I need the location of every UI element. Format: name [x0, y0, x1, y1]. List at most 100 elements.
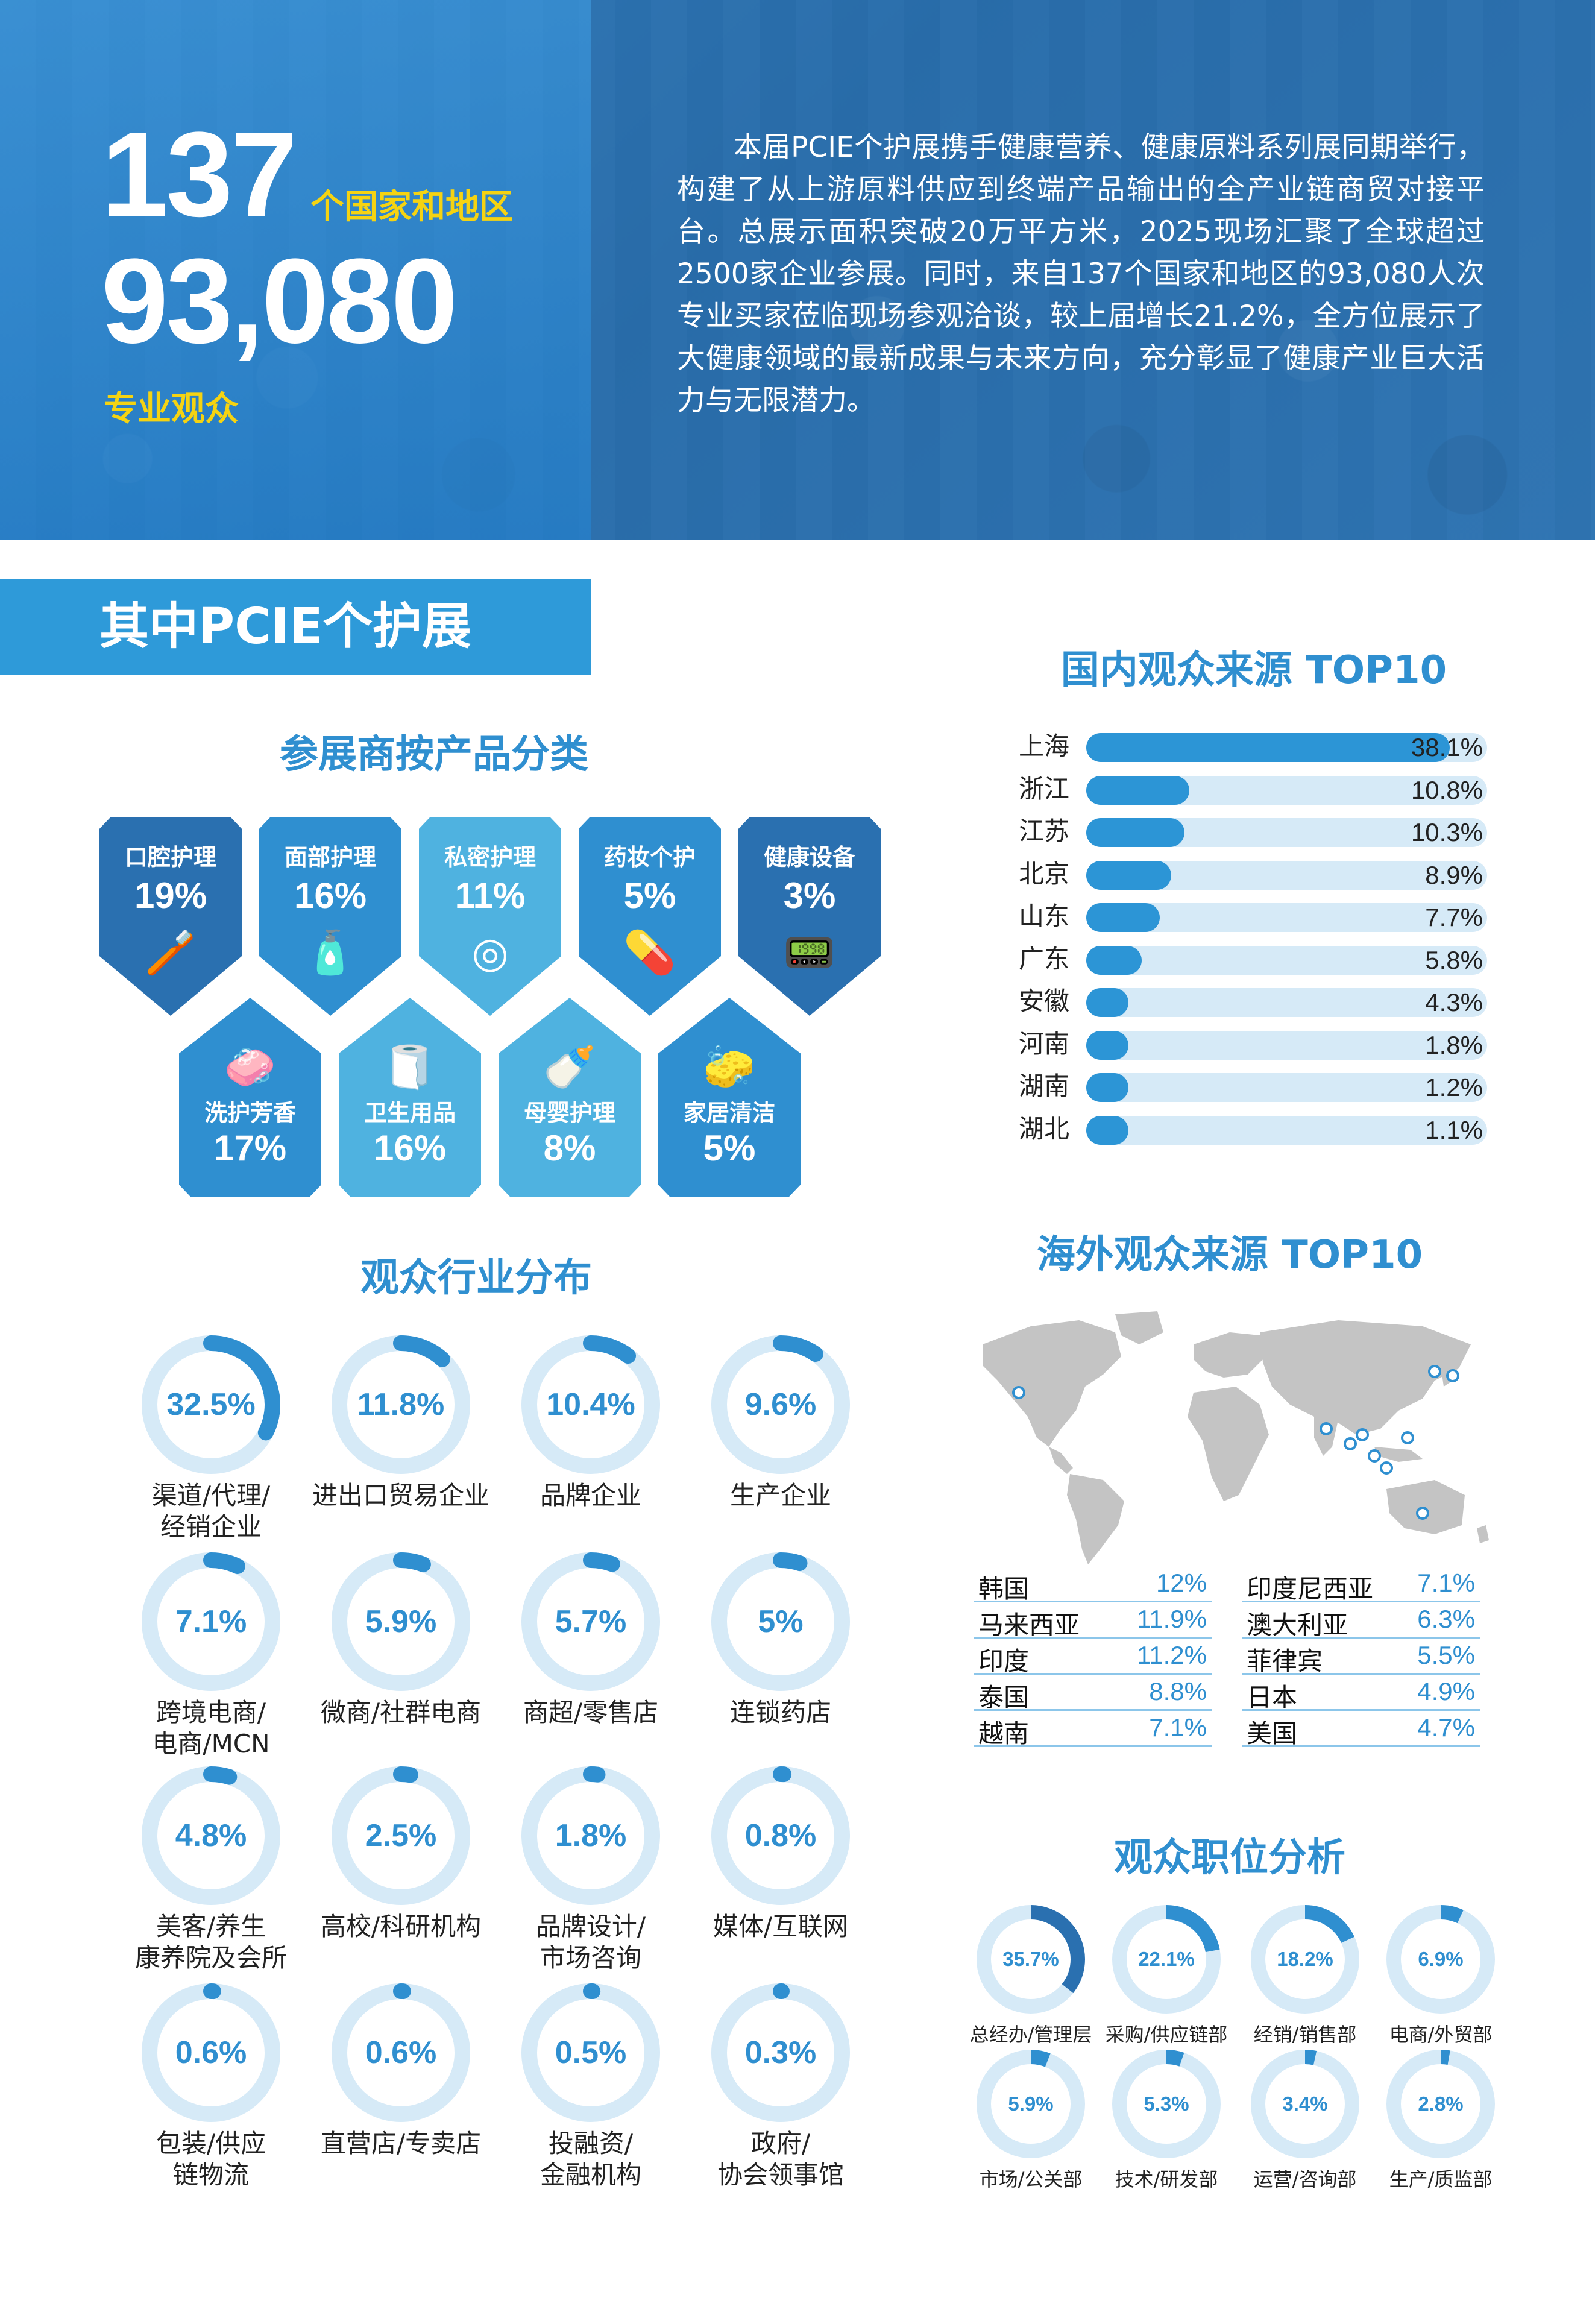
industry-donut: 1.8% 品牌设计/ 市场咨询	[521, 1766, 660, 1973]
bar-value: 7.7%	[1425, 903, 1483, 931]
donut-label: 生产/质监部	[1389, 2168, 1493, 2191]
donut-arc	[977, 2050, 1085, 2158]
industry-donut: 4.8% 美客/养生 康养院及会所	[135, 1766, 287, 1973]
industry-donut: 2.5% 高校/科研机构	[321, 1766, 481, 1941]
industry-title: 观众行业分布	[360, 1256, 592, 1300]
visitors-label: 专业观众	[104, 389, 239, 429]
overseas-row: 马来西亚 11.9%	[974, 1602, 1212, 1640]
bar-fill	[1086, 903, 1160, 932]
country-name: 泰国	[978, 1683, 1030, 1712]
donut-label: 媒体/互联网	[713, 1912, 849, 1941]
donut-arc	[521, 1983, 660, 2122]
position-donut: 22.1% 采购/供应链部	[1106, 1905, 1227, 2046]
marker-india	[1320, 1422, 1333, 1435]
category-6: 洗护芳香 17% 🧼	[179, 998, 321, 1197]
marker-malaysia	[1368, 1449, 1381, 1463]
country-value: 4.7%	[1417, 1713, 1475, 1742]
hero-banner: 137 个国家和地区 93,080 专业观众 本届PCIE个护展携手健康营养、健…	[0, 0, 1595, 540]
category-2: 面部护理 16% 🧴	[259, 817, 401, 1016]
category-label: 药妆个护	[603, 844, 696, 871]
country-value: 7.1%	[1149, 1713, 1207, 1742]
industry-donut: 0.6% 包装/供应 链物流	[142, 1983, 280, 2190]
hero-text-panel	[591, 0, 1595, 540]
donut-value: 4.8%	[175, 1818, 247, 1853]
bar-track	[1086, 945, 1487, 975]
donut-arc	[142, 1335, 280, 1474]
donut-label: 美客/养生 康养院及会所	[134, 1912, 287, 1973]
category-7: 卫生用品 16% 🧻	[339, 998, 481, 1197]
donut-arc	[711, 1766, 850, 1905]
position-donut: 2.8% 生产/质监部	[1386, 2050, 1495, 2191]
marker-korea	[1428, 1365, 1441, 1378]
countries-number: 137	[101, 107, 298, 242]
category-label: 母婴护理	[523, 1100, 615, 1126]
country-name: 印度	[978, 1646, 1030, 1676]
position-donut: 5.9% 市场/公关部	[977, 2050, 1085, 2191]
donut-label: 市场/公关部	[979, 2168, 1083, 2191]
donut-ring	[521, 1335, 660, 1474]
donut-ring	[142, 1766, 280, 1905]
bar-label: 河南	[1019, 1028, 1070, 1059]
donut-ring	[521, 1766, 660, 1905]
category-8: 母婴护理 8% 🍼	[499, 998, 641, 1197]
donut-ring	[1386, 1905, 1495, 2014]
category-label: 私密护理	[444, 844, 536, 871]
donut-value: 5%	[758, 1604, 804, 1639]
donut-ring	[332, 1335, 470, 1474]
donut-label: 生产企业	[729, 1481, 831, 1510]
overseas-row: 印度尼西亚 7.1%	[1242, 1566, 1480, 1604]
category-percent: 19%	[134, 875, 207, 916]
donut-arc	[711, 1335, 850, 1474]
industry-donut: 5.7% 商超/零售店	[521, 1552, 660, 1727]
bar-label: 浙江	[1019, 773, 1070, 804]
donut-value: 32.5%	[166, 1387, 256, 1422]
donut-label: 总经办/管理层	[969, 2023, 1092, 2046]
donut-ring	[977, 2050, 1085, 2158]
donut-value: 3.4%	[1282, 2093, 1328, 2115]
donut-ring	[1251, 2050, 1359, 2158]
donut-arc	[1112, 1905, 1221, 2014]
bar-row: 广东 5.8%	[1019, 943, 1489, 975]
donut-arc	[1112, 2050, 1221, 2158]
category-label: 口腔护理	[124, 844, 216, 871]
marker-thailand	[1344, 1437, 1357, 1450]
bar-track	[1086, 1073, 1487, 1102]
cream-jar-icon: 🧴	[304, 928, 357, 977]
donut-value: 35.7%	[1002, 1948, 1059, 1970]
position-donut: 18.2% 经销/销售部	[1251, 1905, 1359, 2046]
bar-value: 8.9%	[1425, 860, 1483, 889]
donut-label: 运营/咨询部	[1253, 2168, 1357, 2191]
donut-arc	[711, 1552, 850, 1691]
donut-label: 渠道/代理/ 经销企业	[151, 1481, 271, 1541]
donut-arc	[1386, 1905, 1495, 2014]
donut-arc	[521, 1335, 660, 1474]
donut-arc	[142, 1552, 280, 1691]
donut-value: 0.6%	[175, 2035, 247, 2070]
marker-indonesia	[1380, 1461, 1393, 1475]
overseas-title: 海外观众来源 TOP10	[1036, 1233, 1423, 1277]
donut-arc	[332, 1983, 470, 2122]
world-map	[983, 1311, 1489, 1564]
bar-label: 山东	[1019, 901, 1070, 931]
bar-row: 湖北 1.1%	[1019, 1113, 1489, 1145]
category-label: 健康设备	[763, 844, 855, 871]
donut-label: 商超/零售店	[523, 1698, 659, 1727]
hero-description: 本届PCIE个护展携手健康营养、健康原料系列展同期举行，构建了从上游原料供应到终…	[677, 131, 1485, 417]
country-value: 4.9%	[1417, 1677, 1475, 1705]
pad-icon: ◎	[471, 928, 509, 977]
capsule-icon: 💊	[623, 928, 676, 977]
bar-fill	[1086, 1030, 1128, 1060]
donut-arc	[521, 1766, 660, 1905]
bar-label: 江苏	[1019, 816, 1070, 846]
donut-value: 5.9%	[1008, 2093, 1054, 2115]
donut-arc	[1251, 1905, 1359, 2014]
bar-fill	[1086, 945, 1142, 975]
donut-value: 22.1%	[1138, 1948, 1195, 1970]
donut-value: 5.7%	[555, 1604, 627, 1639]
bar-label: 安徽	[1019, 986, 1070, 1016]
country-name: 越南	[978, 1719, 1030, 1748]
donut-value: 5.9%	[365, 1604, 437, 1639]
category-9: 家居清洁 5% 🧽	[658, 998, 801, 1197]
country-name: 美国	[1247, 1719, 1298, 1748]
industry-donut: 0.5% 投融资/ 金融机构	[521, 1983, 660, 2190]
